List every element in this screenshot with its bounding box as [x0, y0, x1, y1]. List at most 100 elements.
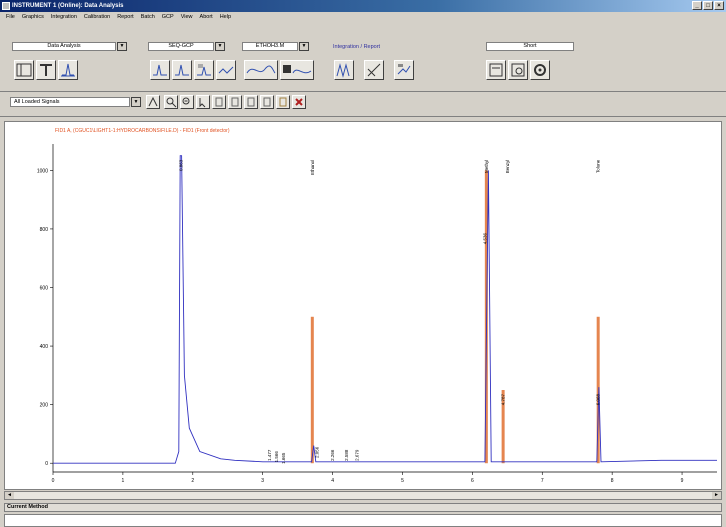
menu-help[interactable]: Help — [219, 14, 231, 20]
signal-trace — [53, 155, 717, 464]
select-button[interactable] — [196, 95, 210, 109]
scroll-left-icon[interactable]: ◄ — [5, 492, 14, 499]
tool-button-8[interactable] — [260, 95, 274, 109]
menu-file[interactable]: File — [6, 14, 15, 20]
peak-label: 4.787 — [501, 394, 506, 406]
page-icon — [263, 97, 271, 107]
compare-button[interactable] — [216, 60, 236, 80]
baseline-button[interactable] — [244, 60, 278, 80]
y-tick-label: 200 — [40, 403, 49, 409]
preview-icon — [511, 63, 525, 77]
chromatogram-plot[interactable]: FID1 A, (CGUC1\LIGHT1-1:HYDROCARBONS\FIL… — [4, 121, 722, 490]
menu-gcp[interactable]: GCP — [161, 14, 174, 20]
overlay-button[interactable] — [194, 60, 214, 80]
x-tick-label: 1 — [122, 478, 125, 484]
sequence-select-value: SEQ-GCP — [168, 43, 194, 49]
chromatogram-chart[interactable]: FID1 A, (CGUC1\LIGHT1-1:HYDROCARBONS\FIL… — [5, 122, 721, 489]
close-button[interactable]: × — [714, 1, 724, 10]
chevron-down-icon[interactable]: ▼ — [299, 42, 309, 51]
tool-button-9[interactable] — [276, 95, 290, 109]
zoom-in-button[interactable] — [164, 95, 178, 109]
x-tick-label: 3 — [261, 478, 264, 484]
menu-integration[interactable]: Integration — [50, 14, 77, 20]
zoom-out-icon — [182, 97, 190, 105]
text-icon — [40, 64, 52, 76]
delete-button[interactable] — [292, 95, 306, 109]
menu-report[interactable]: Report — [117, 14, 134, 20]
peak-label: 0.863 — [178, 159, 183, 171]
peak-icon — [61, 63, 75, 77]
text-button[interactable] — [36, 60, 56, 80]
tool-button-7[interactable] — [244, 95, 258, 109]
print-select[interactable]: Short — [486, 42, 574, 51]
y-tick-label: 1000 — [37, 168, 48, 174]
signal-select-value: All Loaded Signals — [14, 99, 60, 105]
zoom-in-icon — [166, 97, 177, 108]
window-title: INSTRUMENT 1 (Online): Data Analysis — [12, 3, 124, 9]
menu-graphics[interactable]: Graphics — [21, 14, 44, 20]
chevron-down-icon[interactable]: ▼ — [215, 42, 225, 51]
menu-bar: File Graphics Integration Calibration Re… — [0, 12, 726, 22]
peak-label: 1.566 — [274, 451, 279, 463]
peak-label: 1.477 — [267, 449, 272, 461]
task-label: Integration / Report — [333, 44, 381, 50]
y-tick-label: 800 — [40, 227, 49, 233]
method-panel-body — [4, 514, 722, 527]
print-report-button[interactable] — [486, 60, 506, 80]
peak-label: 6.068 — [596, 394, 601, 406]
settings-report-button[interactable] — [530, 60, 550, 80]
peak-label: Methyl — [484, 160, 489, 173]
load-signal-button[interactable] — [150, 60, 170, 80]
peak-label: Ethanol — [310, 160, 315, 175]
integrated-peak — [310, 316, 314, 464]
view-select[interactable]: Data Analysis ▼ — [12, 42, 127, 51]
tool-button-5[interactable] — [212, 95, 226, 109]
x-tick-label: 7 — [541, 478, 544, 484]
method-select[interactable]: ETHOH3.M ▼ — [242, 42, 309, 51]
x-tick-label: 0 — [52, 478, 55, 484]
peak-label: Benzyl — [505, 160, 510, 174]
menu-calibration[interactable]: Calibration — [83, 14, 111, 20]
peak-label: 2.679 — [355, 449, 360, 461]
report-icon — [397, 64, 411, 75]
print-select-value: Short — [523, 43, 537, 49]
integrated-peak — [596, 316, 600, 464]
manual-integration-button[interactable] — [280, 60, 314, 80]
zoom-out-button[interactable] — [180, 95, 194, 109]
peak-label: 2.588 — [344, 449, 349, 461]
layout-button[interactable] — [14, 60, 34, 80]
x-tick-label: 5 — [401, 478, 404, 484]
preview-report-button[interactable] — [508, 60, 528, 80]
scroll-right-icon[interactable]: ► — [712, 492, 721, 499]
sequence-select[interactable]: SEQ-GCP ▼ — [148, 42, 225, 51]
y-tick-label: 400 — [40, 344, 49, 350]
integrate-button[interactable] — [334, 60, 354, 80]
chevron-down-icon[interactable]: ▼ — [131, 97, 141, 107]
integrate-icon — [336, 63, 350, 78]
title-bar: INSTRUMENT 1 (Online): Data Analysis _ □… — [0, 0, 726, 12]
peak-label: 4.536 — [482, 232, 487, 244]
calibrate-icon — [367, 63, 381, 77]
tool-button-6[interactable] — [228, 95, 242, 109]
chevron-down-icon[interactable]: ▼ — [117, 42, 127, 51]
load-icon — [153, 64, 167, 76]
x-tick-label: 6 — [471, 478, 474, 484]
horizontal-scrollbar[interactable]: ◄ ► — [4, 491, 722, 500]
x-tick-label: 8 — [611, 478, 614, 484]
menu-batch[interactable]: Batch — [140, 14, 155, 20]
page-icon — [247, 97, 255, 107]
graph-button[interactable] — [58, 60, 78, 80]
minimize-button[interactable]: _ — [692, 1, 702, 10]
x-tick-label: 2 — [191, 478, 194, 484]
calibrate-button[interactable] — [364, 60, 384, 80]
menu-view[interactable]: View — [180, 14, 193, 20]
auto-scale-button[interactable] — [146, 95, 160, 109]
maximize-button[interactable]: □ — [703, 1, 713, 10]
y-tick-label: 600 — [40, 286, 49, 292]
peak-label: Tolune — [596, 159, 601, 173]
signal-select[interactable]: All Loaded Signals ▼ — [10, 97, 141, 107]
menu-abort[interactable]: Abort — [199, 14, 213, 20]
save-signal-button[interactable] — [172, 60, 192, 80]
report-button[interactable] — [394, 60, 414, 80]
y-tick-label: 0 — [45, 461, 48, 467]
